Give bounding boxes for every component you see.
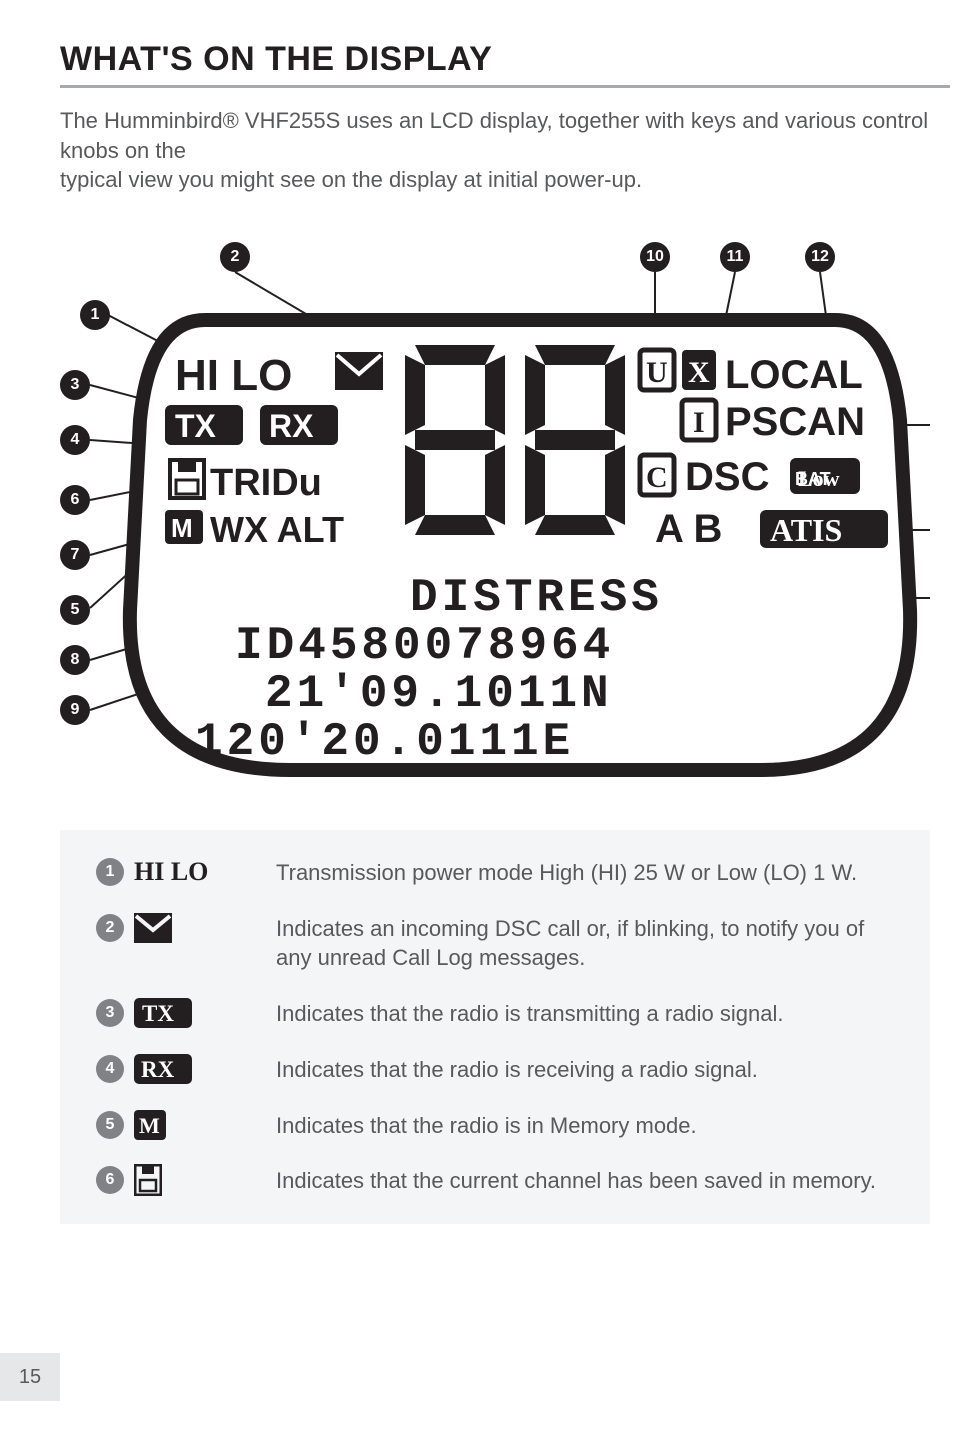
label-wxalt: WX ALT <box>210 509 344 550</box>
page-number: 15 <box>19 1366 41 1389</box>
legend-num-1: 1 <box>96 858 124 886</box>
tx-badge: TX <box>165 405 243 445</box>
svg-text:M: M <box>171 513 193 543</box>
page-number-tab: 15 <box>0 1353 60 1401</box>
hilo-icon: HI LO <box>134 858 208 886</box>
legend-num-6: 6 <box>96 1166 124 1194</box>
legend-row: 4 RX Indicates that the radio is receivi… <box>96 1055 900 1085</box>
m-badge: M <box>165 510 203 544</box>
save-icon <box>134 1166 162 1194</box>
x-badge: X <box>682 350 716 390</box>
legend-row: 6 Indicates that the current channel has… <box>96 1166 900 1196</box>
legend-row: 5 M Indicates that the radio is in Memor… <box>96 1111 900 1141</box>
svg-text:TX: TX <box>142 1001 174 1026</box>
legend-num-5: 5 <box>96 1111 124 1139</box>
svg-text:I: I <box>693 406 705 439</box>
legend-row: 3 TX Indicates that the radio is transmi… <box>96 999 900 1029</box>
svg-text:M: M <box>139 1113 160 1138</box>
dotmatrix-line-4: 120'20.0111E <box>195 716 574 768</box>
heading-rule <box>60 85 950 88</box>
svg-text:RX: RX <box>141 1057 175 1082</box>
legend-text-1: Transmission power mode High (HI) 25 W o… <box>246 858 857 888</box>
label-pscan: PSCAN <box>725 400 865 444</box>
dotmatrix-line-2: ID4580078964 <box>235 620 614 672</box>
svg-text:TX: TX <box>175 408 217 444</box>
legend-num-3: 3 <box>96 999 124 1027</box>
label-tridu: TRIDu <box>210 462 322 504</box>
svg-text:U: U <box>646 356 668 389</box>
label-dsc: DSC <box>685 455 769 499</box>
svg-text:C: C <box>646 461 668 494</box>
page: WHAT'S ON THE DISPLAY The Humminbird® VH… <box>0 0 954 1224</box>
legend-text-2: Indicates an incoming DSC call or, if bl… <box>246 914 900 973</box>
legend-row: 1 HI LO Transmission power mode High (HI… <box>96 858 900 888</box>
label-hilo: HI LO <box>175 351 292 400</box>
legend-text-6: Indicates that the current channel has b… <box>246 1166 876 1196</box>
display-diagram: 1 2 3 4 5 6 7 8 9 10 11 12 <box>60 230 950 790</box>
tx-icon: TX <box>134 999 192 1027</box>
intro-line-2: typical view you might see on the displa… <box>60 167 642 192</box>
intro-line-1: The Humminbird® VHF255S uses an LCD disp… <box>60 108 928 163</box>
rx-icon: RX <box>134 1055 192 1083</box>
rx-badge: RX <box>260 405 338 445</box>
intro-paragraph: The Humminbird® VHF255S uses an LCD disp… <box>60 106 954 195</box>
envelope-icon <box>335 352 383 390</box>
dotmatrix-line-1: DISTRESS <box>410 572 663 624</box>
legend-text-4: Indicates that the radio is receiving a … <box>246 1055 758 1085</box>
legend-num-2: 2 <box>96 914 124 942</box>
svg-text:ATIS: ATIS <box>770 512 842 548</box>
label-local: LOCAL <box>725 353 863 397</box>
legend-text-3: Indicates that the radio is transmitting… <box>246 999 784 1029</box>
label-ab: A B <box>655 507 722 551</box>
legend-num-4: 4 <box>96 1055 124 1083</box>
dotmatrix-line-3: 21'09.1011N <box>265 668 613 720</box>
svg-text:X: X <box>688 356 710 389</box>
page-heading: WHAT'S ON THE DISPLAY <box>60 40 954 79</box>
legend-table: 1 HI LO Transmission power mode High (HI… <box>60 830 930 1224</box>
display-svg: HI LO TX RX TRIDu <box>60 230 950 790</box>
atis-badge: ATIS <box>760 510 888 548</box>
svg-text:RX: RX <box>269 408 314 444</box>
legend-text-5: Indicates that the radio is in Memory mo… <box>246 1111 697 1141</box>
envelope-icon <box>134 914 172 942</box>
m-icon: M <box>134 1111 166 1139</box>
legend-row: 2 Indicates an incoming DSC call or, if … <box>96 914 900 973</box>
svg-text:Low: Low <box>798 466 840 491</box>
